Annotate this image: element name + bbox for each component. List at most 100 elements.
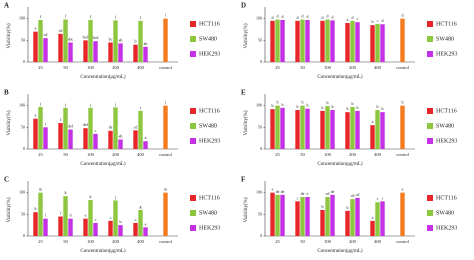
- x-axis-title: Concentration(μg/mL): [317, 75, 363, 80]
- bar: [300, 197, 305, 236]
- bar: [355, 22, 360, 63]
- x-tick-label: 200: [112, 152, 120, 157]
- bar: [375, 202, 380, 236]
- x-tick-label: control: [396, 239, 409, 244]
- y-tick-label: 100: [19, 190, 25, 195]
- x-tick-label: 100: [324, 239, 332, 244]
- bar: [295, 20, 300, 62]
- legend-swatch: [427, 195, 433, 201]
- bar: [270, 20, 275, 62]
- significance-label: c: [357, 16, 359, 21]
- x-tick-label: 100: [87, 152, 95, 157]
- bar: [270, 192, 275, 236]
- y-axis-title: Viability(%): [7, 23, 12, 48]
- significance-label: cd: [44, 32, 48, 37]
- bar: [330, 20, 335, 62]
- significance-label: e: [85, 213, 87, 218]
- bar: [295, 201, 300, 236]
- bar: [400, 105, 405, 149]
- significance-label: b: [282, 102, 284, 107]
- x-axis-title: Concentration(μg/mL): [80, 162, 126, 167]
- y-tick-label: 0: [23, 146, 25, 151]
- y-axis-title: Viability(%): [7, 197, 12, 222]
- legend-swatch: [190, 195, 196, 201]
- bar: [108, 220, 113, 236]
- legend-label: HEK293: [199, 225, 220, 231]
- x-axis-title: Concentration(μg/mL): [80, 249, 126, 254]
- significance-label: d: [282, 14, 284, 19]
- significance-label: e: [402, 187, 404, 192]
- bar: [400, 192, 405, 236]
- significance-label: b: [377, 104, 379, 109]
- legend-label: HCT116: [199, 108, 220, 114]
- significance-label: ab: [119, 37, 123, 42]
- bar: [370, 125, 375, 149]
- significance-label: de: [301, 191, 305, 196]
- significance-label: b: [382, 106, 384, 111]
- y-axis-title: Viability(%): [7, 110, 12, 135]
- significance-label: h: [35, 206, 37, 211]
- significance-label: f: [60, 210, 62, 215]
- bar: [138, 110, 143, 149]
- bar: [325, 106, 330, 149]
- x-tick-label: 100: [87, 65, 95, 70]
- x-axis-title: Concentration(μg/mL): [317, 162, 363, 167]
- significance-label: d: [70, 213, 72, 218]
- x-tick-label: 25: [275, 152, 280, 157]
- significance-label: b: [307, 103, 309, 108]
- bar: [118, 139, 123, 149]
- significance-label: k: [90, 194, 92, 199]
- significance-label: d: [272, 15, 274, 20]
- legend-label: SW480: [199, 123, 217, 129]
- legend-label: SW480: [436, 210, 454, 216]
- y-tick-label: 100: [256, 190, 262, 195]
- significance-label: d: [302, 13, 304, 18]
- panel-label: B: [4, 89, 9, 97]
- bar: [43, 127, 48, 149]
- x-tick-label: 200: [349, 152, 357, 157]
- bar: [108, 130, 113, 149]
- legend-swatch: [427, 225, 433, 231]
- bar: [113, 107, 118, 149]
- legend-label: HEK293: [436, 225, 457, 231]
- y-axis-title: Viability(%): [244, 23, 249, 48]
- significance-label: j: [114, 101, 116, 106]
- significance-label: a: [145, 221, 147, 226]
- panel: D Viability(%) Concentration(μg/mL) 0 50 100 2…: [241, 2, 457, 81]
- bar: [320, 210, 325, 236]
- bar: [355, 197, 360, 236]
- significance-label: i: [140, 105, 142, 110]
- significance-label: d: [307, 14, 309, 19]
- significance-label: d: [382, 18, 384, 23]
- significance-label: f: [45, 121, 47, 126]
- significance-label: bcd: [93, 35, 99, 40]
- significance-label: g: [140, 204, 142, 209]
- significance-label: cd: [326, 191, 330, 196]
- significance-label: d: [352, 15, 354, 20]
- bar: [38, 106, 43, 149]
- significance-label: d: [332, 14, 334, 19]
- significance-label: a: [35, 26, 37, 31]
- significance-label: a: [145, 135, 147, 140]
- bar: [270, 109, 275, 149]
- significance-label: f: [165, 13, 167, 18]
- bar: [350, 199, 355, 236]
- significance-label: b: [332, 104, 334, 109]
- bar: [58, 216, 63, 236]
- significance-label: c: [135, 217, 137, 222]
- bar: [68, 129, 73, 149]
- significance-label: de: [109, 125, 113, 130]
- legend-swatch: [190, 36, 196, 42]
- legend-swatch: [190, 123, 196, 129]
- significance-label: j: [114, 194, 116, 199]
- bar: [38, 19, 43, 62]
- significance-label: def: [68, 123, 74, 128]
- significance-label: de: [281, 189, 285, 194]
- legend-swatch: [190, 210, 196, 216]
- significance-label: c: [110, 215, 112, 220]
- x-tick-label: 25: [38, 152, 43, 157]
- bar: [305, 197, 310, 236]
- legend-swatch: [427, 21, 433, 27]
- significance-label: ab: [119, 133, 123, 138]
- bar: [43, 218, 48, 236]
